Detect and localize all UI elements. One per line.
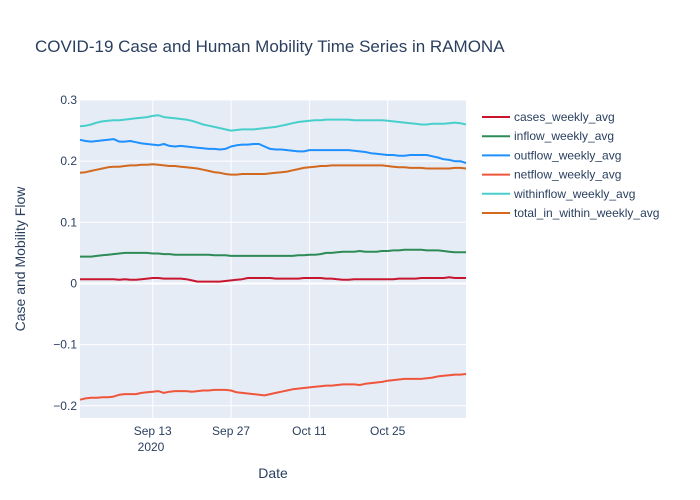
x-tick-label: Oct 11 (292, 424, 327, 438)
legend-label: total_in_within_weekly_avg (514, 206, 659, 220)
legend-item[interactable]: cases_weekly_avg (482, 110, 615, 124)
x-tick-label: Oct 25 (370, 424, 406, 438)
series-line-outflow-weekly-avg (79, 138, 467, 164)
gridlines (80, 99, 466, 418)
series-line-cases-weekly-avg (80, 276, 466, 283)
series-line-netflow-weekly-avg (79, 373, 467, 401)
legend-label: withinflow_weekly_avg (513, 187, 635, 201)
chart-title: COVID-19 Case and Human Mobility Time Se… (35, 37, 505, 56)
y-axis-title: Case and Mobility Flow (12, 186, 28, 332)
x-tick-label: Sep 27 (212, 424, 250, 438)
legend-label: outflow_weekly_avg (514, 148, 621, 162)
legend-item[interactable]: inflow_weekly_avg (482, 129, 614, 143)
legend-label: cases_weekly_avg (514, 110, 615, 124)
legend[interactable]: cases_weekly_avg inflow_weekly_avgoutflow… (482, 110, 659, 220)
y-tick-label: −0.1 (53, 338, 77, 352)
legend-item[interactable]: netflow_weekly_avg (482, 168, 621, 182)
y-tick-label: −0.2 (53, 399, 77, 413)
legend-label: netflow_weekly_avg (514, 168, 621, 182)
series-line-withinflow-weekly-avg (79, 114, 467, 132)
x-axis-ticks: Sep 13 Sep 27 Oct 11 Oct 25 (134, 424, 406, 438)
legend-item[interactable]: outflow_weekly_avg (482, 148, 621, 162)
y-axis-ticks: 0.3 0.2 0.1 0 −0.1 −0.2 (53, 93, 77, 413)
y-tick-label: 0.2 (60, 154, 77, 168)
series-line-total-in-within-weekly-avg (79, 163, 467, 176)
series-line-inflow-weekly-avg (80, 248, 466, 258)
legend-item[interactable]: withinflow_weekly_avg (482, 187, 635, 201)
y-tick-label: 0 (70, 276, 77, 290)
x-axis-title: Date (258, 465, 288, 481)
plot-area (80, 100, 466, 418)
x-year-label: 2020 (138, 440, 165, 454)
legend-item[interactable]: total_in_within_weekly_avg (482, 206, 659, 220)
series-lines (79, 114, 467, 401)
y-tick-label: 0.3 (60, 93, 77, 107)
y-tick-label: 0.1 (60, 215, 77, 229)
legend-label: inflow_weekly_avg (514, 129, 614, 143)
x-tick-label: Sep 13 (134, 424, 172, 438)
